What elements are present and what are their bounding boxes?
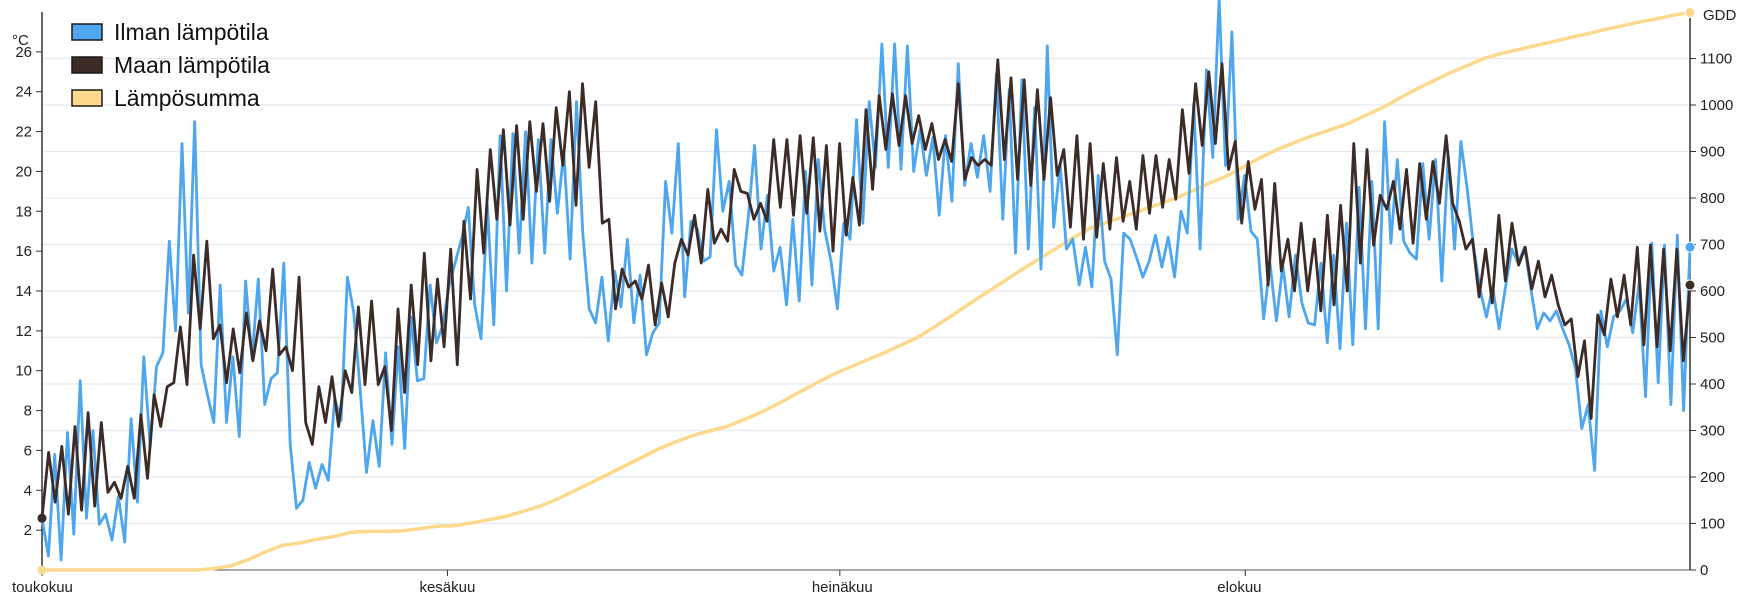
series-start-point-1 [37,513,47,523]
right-tick-label: 200 [1700,469,1725,486]
right-axis-title: GDD [1703,7,1737,24]
left-tick-label: 6 [24,442,32,459]
left-tick-label: 14 [15,283,32,300]
left-tick-label: 20 [15,163,32,180]
left-tick-label: 12 [15,323,32,340]
series-end-point-0 [1684,241,1696,253]
left-tick-label: 8 [24,403,32,420]
legend: Ilman lämpötila Maan lämpötila Lämpösumma [71,19,270,111]
right-tick-label: 700 [1700,237,1725,254]
right-tick-label: 0 [1700,562,1708,579]
series-line-2 [42,10,1691,572]
left-tick-label: 10 [15,363,32,380]
right-tick-label: 1100 [1700,51,1732,68]
right-tick-label: 600 [1700,283,1725,300]
right-y-axis: GDD 0 100 200 300 400 500 600 700 800 900 1000 1100 [1689,7,1737,579]
right-tick-label: 800 [1700,190,1725,207]
legend-swatch-1 [71,56,103,74]
right-tick-label: 500 [1700,330,1725,347]
series-end-point-1 [1684,279,1696,291]
month-label-2: heinäkuu [812,579,873,596]
left-tick-label: 16 [15,243,32,260]
left-axis-title: °C [12,32,29,49]
right-tick-label: 300 [1700,423,1725,440]
right-tick-label: 400 [1700,376,1725,393]
month-label-0: toukokuu [12,579,73,596]
legend-label-0: Ilman lämpötila [114,19,269,45]
series-end-point-2 [1684,6,1696,18]
month-label-1: kesäkuu [419,579,475,596]
left-tick-label: 26 [15,44,32,61]
series-line-0 [40,0,1692,562]
legend-label-1: Maan lämpötila [114,52,270,78]
series-line-1 [40,58,1692,519]
left-tick-label: 2 [24,522,32,539]
right-tick-label: 900 [1700,144,1725,161]
month-label-3: elokuu [1217,579,1261,596]
series-group [37,0,1696,575]
series-start-point-2 [37,565,47,575]
legend-swatch-0 [71,23,103,41]
left-tick-label: 4 [24,482,32,499]
x-axis: toukokuu kesäkuu heinäkuu elokuu [12,569,1690,596]
left-tick-label: 22 [15,124,32,141]
right-tick-label: 1000 [1700,97,1733,114]
legend-label-2: Lämpösumma [114,85,260,111]
right-tick-label: 100 [1700,516,1725,533]
left-tick-label: 24 [15,84,32,101]
left-tick-label: 18 [15,203,32,220]
legend-swatch-2 [71,89,103,107]
